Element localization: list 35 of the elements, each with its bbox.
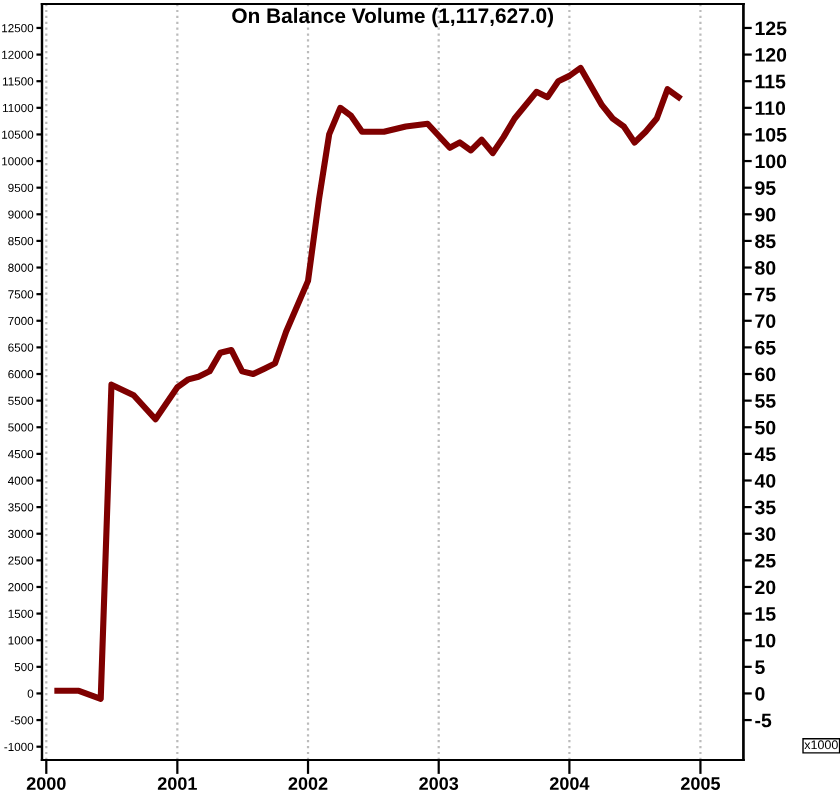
y-tick-label: 85 — [755, 234, 776, 249]
y-tick-label: 25 — [755, 553, 776, 568]
y-tick-label: 105 — [755, 127, 787, 142]
x-tick-label: 2002 — [288, 777, 328, 790]
y-tick-label: 10 — [755, 633, 776, 648]
x-tick-label: 2005 — [680, 777, 721, 790]
x-tick-label: 2000 — [26, 777, 66, 790]
y-tick-label: 35 — [754, 500, 776, 515]
chart-title: On Balance Volume (1,117,627.0) — [232, 7, 554, 28]
y-tick-label: 75 — [755, 287, 776, 302]
y-tick-label: 70 — [755, 314, 776, 329]
y-tick-label: 65 — [755, 340, 776, 355]
y-tick-label: 95 — [755, 181, 776, 195]
y-tick-label: 30 — [754, 527, 776, 541]
line-series — [54, 64, 682, 702]
y-tick-label: 60 — [755, 367, 776, 382]
y-tick-label: 40 — [754, 473, 776, 488]
y-tick-label: 120 — [755, 48, 787, 62]
y-tick-label: 50 — [755, 420, 776, 435]
y-tick-label: 115 — [755, 74, 786, 89]
x-tick-label: 2003 — [419, 777, 459, 790]
y-tick-label: 45 — [754, 447, 776, 462]
y-tick-label: 100 — [755, 154, 787, 169]
y-tick-label: 125 — [755, 21, 787, 36]
y-tick-label: 15 — [755, 607, 776, 621]
y-tick-label: 55 — [755, 394, 776, 408]
y-tick-label: 0 — [755, 686, 765, 701]
x-tick-label: 2001 — [157, 777, 197, 790]
y-tick-label: 110 — [755, 101, 786, 116]
y-tick-label: 5 — [755, 660, 765, 675]
x-tick-label: 2004 — [549, 777, 590, 790]
y-tick-label: 20 — [755, 580, 776, 595]
y-tick-label: -5 — [755, 713, 772, 728]
y-tick-label: 80 — [755, 261, 776, 275]
y-tick-label: 90 — [755, 207, 776, 222]
